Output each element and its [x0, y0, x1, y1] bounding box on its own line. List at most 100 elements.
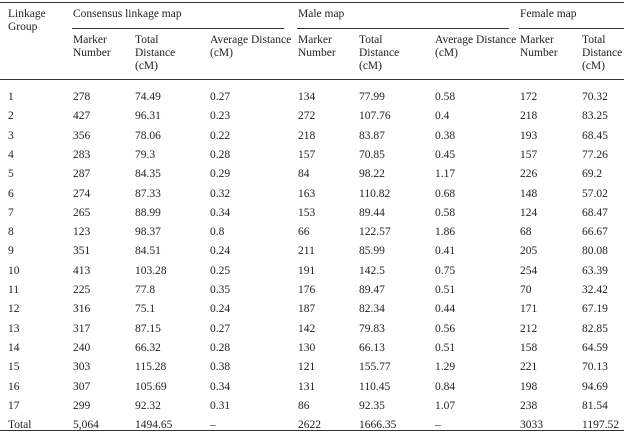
table-cell: 191: [298, 264, 316, 277]
row-label: 2: [8, 110, 14, 123]
table-cell: 317: [73, 322, 91, 335]
table-cell: –: [435, 419, 441, 432]
table-cell: 0.38: [210, 361, 231, 374]
table-cell: 158: [520, 341, 538, 354]
table-cell: 84.35: [135, 168, 161, 181]
table-cell: –: [210, 419, 216, 432]
column-header: Marker Number: [298, 34, 336, 59]
table-cell: 86: [298, 399, 310, 412]
table-cell: 0.8: [210, 226, 225, 239]
table-cell: 0.24: [210, 303, 231, 316]
table-cell: 413: [73, 264, 91, 277]
column-header: Average Distance (cM): [435, 34, 517, 59]
table-cell: 142: [298, 322, 316, 335]
table-cell: 221: [520, 361, 538, 374]
table-cell: 67.19: [582, 303, 608, 316]
table-cell: 0.51: [435, 341, 456, 354]
table-cell: 225: [73, 284, 91, 296]
column-header: Total Distance (cM): [135, 34, 176, 72]
table-cell: 427: [73, 110, 91, 123]
row-label: 1: [8, 91, 14, 103]
table-cell: 84: [298, 168, 310, 181]
table-cell: 356: [73, 129, 91, 142]
table-cell: 122.57: [359, 226, 391, 239]
group-rule: [297, 28, 509, 29]
header-rule: [0, 79, 624, 80]
table-cell: 96.31: [135, 110, 161, 123]
table-cell: 1.07: [435, 399, 456, 412]
row-label: 6: [8, 187, 14, 200]
table-cell: 131: [298, 380, 316, 393]
table-cell: 0.4: [435, 110, 450, 123]
table-cell: 110.45: [359, 380, 391, 393]
row-label: 3: [8, 129, 14, 142]
table-cell: 66.32: [135, 341, 161, 354]
table-cell: 0.29: [210, 168, 231, 181]
table-cell: 155.77: [359, 361, 391, 374]
table-cell: 87.33: [135, 187, 161, 200]
table-cell: 89.44: [359, 206, 385, 219]
table-cell: 84.51: [135, 245, 161, 258]
group-rule: [519, 28, 624, 29]
table-cell: 148: [520, 187, 538, 200]
table-cell: 0.58: [435, 91, 456, 103]
table-cell: 1.86: [435, 226, 456, 239]
table-cell: 68.45: [582, 129, 608, 142]
table-cell: 1494.65: [135, 419, 173, 432]
table-cell: 0.28: [210, 148, 231, 161]
table-cell: 1197.52: [582, 419, 619, 432]
table-cell: 0.38: [435, 129, 456, 142]
table-cell: 0.68: [435, 187, 456, 200]
table-cell: 351: [73, 245, 91, 258]
table-cell: 83.87: [359, 129, 385, 142]
table-cell: 98.22: [359, 168, 385, 181]
table-cell: 82.34: [359, 303, 385, 316]
table-cell: 211: [298, 245, 315, 258]
table-cell: 153: [298, 206, 316, 219]
table-cell: 0.27: [210, 91, 231, 103]
table-cell: 0.34: [210, 380, 231, 393]
table-cell: 124: [520, 206, 538, 219]
table-cell: 98.37: [135, 226, 161, 239]
table-cell: 82.85: [582, 322, 608, 335]
table-cell: 0.44: [435, 303, 456, 316]
table-cell: 283: [73, 148, 91, 161]
table-cell: 278: [73, 91, 91, 103]
table-cell: 89.47: [359, 284, 385, 296]
group-rule: [72, 28, 284, 29]
table-cell: 287: [73, 168, 91, 181]
row-label: 12: [8, 303, 20, 316]
table-cell: 0.25: [210, 264, 231, 277]
table-cell: 142.5: [359, 264, 385, 277]
column-header: Total Distance (cM): [582, 34, 623, 72]
table-cell: 172: [520, 91, 538, 103]
table-cell: 171: [520, 303, 538, 316]
table-cell: 274: [73, 187, 91, 200]
table-cell: 79.83: [359, 322, 385, 335]
table-cell: 0.56: [435, 322, 456, 335]
table-cell: 105.69: [135, 380, 167, 393]
table-cell: 81.54: [582, 399, 608, 412]
table-cell: 66.67: [582, 226, 608, 239]
table-cell: 0.27: [210, 322, 231, 335]
table-cell: 32.42: [582, 284, 608, 296]
table-cell: 70.32: [582, 91, 608, 103]
table-cell: 69.2: [582, 168, 603, 181]
row-label: 15: [8, 361, 20, 374]
table-cell: 303: [73, 361, 91, 374]
table-cell: 218: [298, 129, 316, 142]
table-cell: 0.84: [435, 380, 456, 393]
table-cell: 103.28: [135, 264, 167, 277]
table-cell: 64.59: [582, 341, 608, 354]
table-cell: 272: [298, 110, 316, 123]
row-label: 17: [8, 399, 20, 412]
table-cell: 1666.35: [359, 419, 397, 432]
table-cell: 121: [298, 361, 316, 374]
table-cell: 157: [520, 148, 538, 161]
table-cell: 70: [520, 284, 532, 296]
table-cell: 1.29: [435, 361, 456, 374]
table-cell: 130: [298, 341, 316, 354]
row-label: Total: [8, 419, 32, 432]
table-cell: 0.22: [210, 129, 231, 142]
table-cell: 226: [520, 168, 538, 181]
